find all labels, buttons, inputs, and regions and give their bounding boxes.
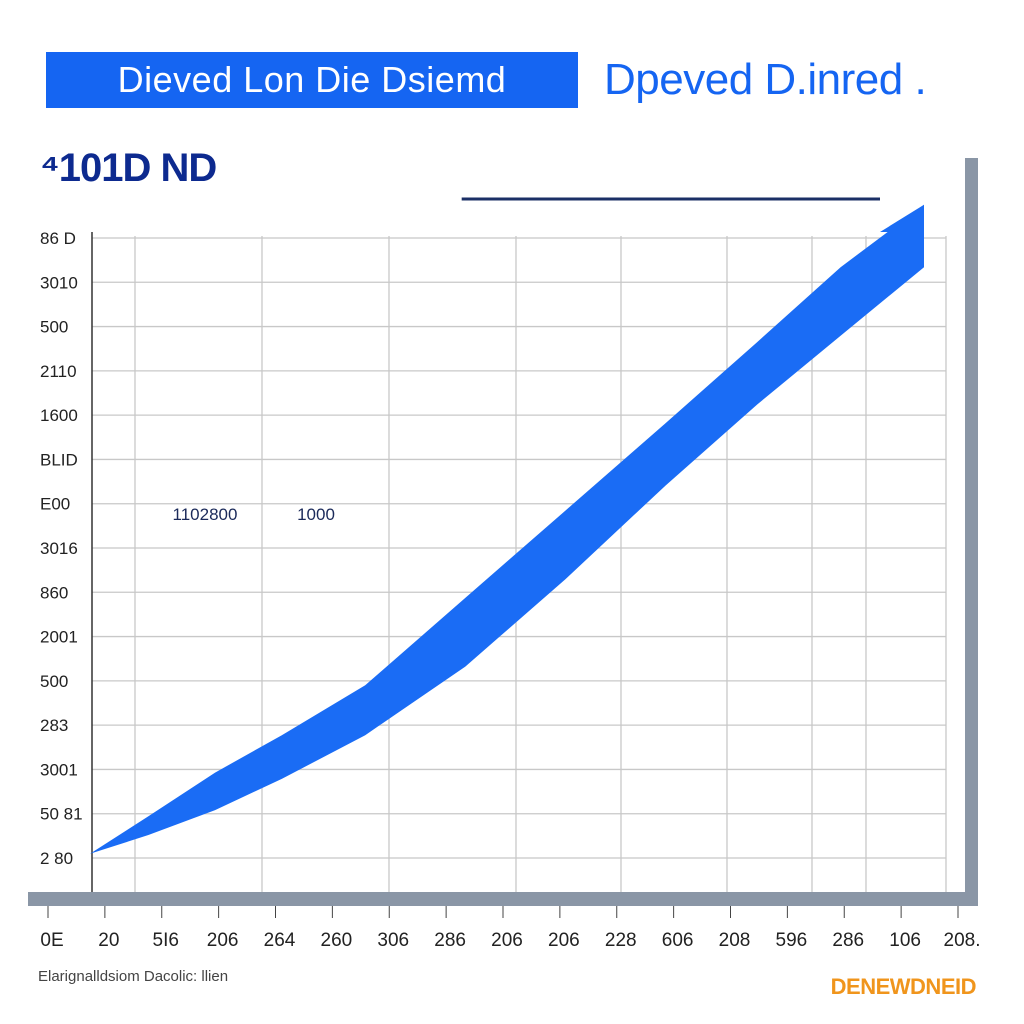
x-tick-label: 260 — [321, 930, 353, 951]
y-tick-label: 1600 — [40, 406, 78, 425]
x-tick-label: 208 — [719, 930, 751, 951]
series-band — [90, 204, 924, 854]
y-tick-label: 500 — [40, 672, 68, 691]
x-tick-label: 5I6 — [153, 930, 179, 951]
right-axis-bar — [965, 158, 978, 906]
y-tick-label: 50 81 — [40, 805, 83, 824]
y-tick-label: 2001 — [40, 628, 78, 647]
y-tick-label: 3016 — [40, 539, 78, 558]
y-tick-label: 3001 — [40, 760, 78, 779]
x-tick-label: 206 — [491, 930, 523, 951]
headline-metric: ⁴101D ND — [40, 146, 217, 190]
y-tick-label: 2 80 — [40, 849, 73, 868]
x-tick-label: 264 — [264, 930, 296, 951]
x-tick-label: 206 — [207, 930, 239, 951]
x-tick-label: 606 — [662, 930, 694, 951]
y-tick-label: E00 — [40, 495, 70, 514]
footer-note: Elarignalldsiom Dacolic: llien — [38, 968, 229, 985]
x-tick-label: 0E — [40, 930, 63, 951]
chart-title: Dieved Lon Die Dsiemd — [117, 59, 507, 100]
x-tick-label: 20 — [98, 930, 119, 951]
y-tick-label: 2110 — [40, 362, 77, 381]
x-tick-label: 306 — [377, 930, 409, 951]
chart-subtitle: Dpeved D.inred . — [604, 55, 927, 104]
y-tick-label: 86 D — [40, 229, 76, 248]
x-tick-label: 228 — [605, 930, 637, 951]
x-tick-label: 286 — [434, 930, 466, 951]
y-tick-label: 500 — [40, 318, 68, 337]
x-tick-label: 596 — [776, 930, 808, 951]
y-tick-label: 860 — [40, 583, 68, 602]
y-tick-label: BLID — [40, 450, 78, 469]
chart-annotation: 1000 — [297, 505, 335, 524]
y-tick-label: 283 — [40, 716, 68, 735]
x-tick-label: 286 — [832, 930, 864, 951]
series-end-cap — [880, 204, 924, 232]
footer-brand: DENEWDNEID — [830, 974, 977, 999]
y-tick-label: 3010 — [40, 273, 78, 292]
x-axis-bar — [28, 892, 978, 906]
chart-annotation: 1102800 — [173, 505, 238, 524]
x-tick-label: 106 — [889, 930, 921, 951]
chart-title-banner: Dieved Lon Die Dsiemd — [46, 52, 578, 108]
x-tick-label: 208. — [944, 930, 981, 951]
x-tick-label: 206 — [548, 930, 580, 951]
